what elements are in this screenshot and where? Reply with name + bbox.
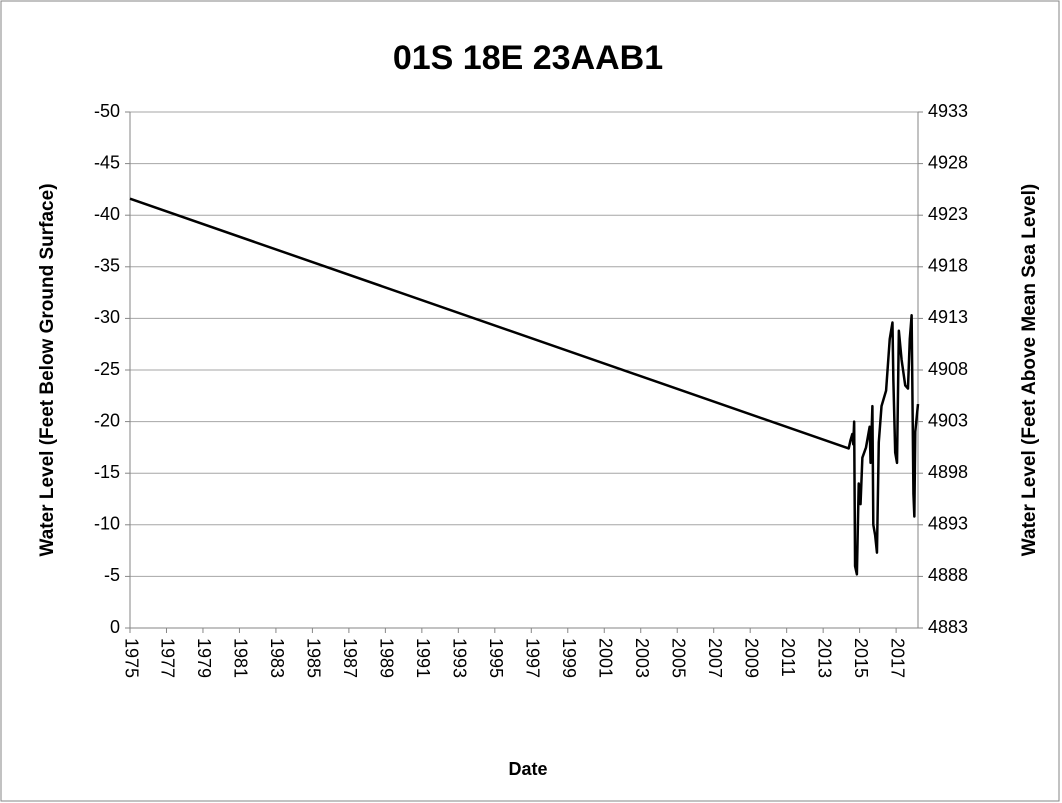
- x-tick-label: 1983: [267, 638, 287, 678]
- y-tick-label: -45: [94, 152, 120, 172]
- y2-tick-label: 4903: [928, 410, 968, 430]
- x-tick-label: 1975: [121, 638, 141, 678]
- y2-tick-label: 4923: [928, 204, 968, 224]
- y-tick-label: 0: [110, 617, 120, 637]
- x-tick-label: 2003: [632, 638, 652, 678]
- y2-tick-label: 4918: [928, 256, 968, 276]
- y2-tick-label: 4888: [928, 565, 968, 585]
- x-tick-label: 2013: [814, 638, 834, 678]
- x-tick-label: 2017: [887, 638, 907, 678]
- x-tick-label: 1977: [158, 638, 178, 678]
- x-tick-label: 2011: [778, 638, 798, 677]
- y2-tick-label: 4933: [928, 101, 968, 121]
- data-line: [129, 197, 920, 576]
- y-tick-label: -50: [94, 101, 120, 121]
- y2-tick-label: 4913: [928, 307, 968, 327]
- x-tick-label: 1991: [413, 638, 433, 678]
- y-tick-label: -35: [94, 256, 120, 276]
- y-tick-label: -5: [104, 565, 120, 585]
- x-tick-label: 1985: [304, 638, 324, 678]
- y-tick-label: -40: [94, 204, 120, 224]
- y2-tick-label: 4898: [928, 462, 968, 482]
- y-tick-label: -30: [94, 307, 120, 327]
- x-tick-label: 1989: [377, 638, 397, 678]
- chart-title: 01S 18E 23AAB1: [393, 39, 663, 77]
- x-tick-label: 1999: [559, 638, 579, 678]
- x-tick-label: 1987: [340, 638, 360, 678]
- x-tick-label: 2009: [741, 638, 761, 678]
- y2-tick-label: 4928: [928, 152, 968, 172]
- x-tick-label: 1979: [194, 638, 214, 678]
- y-axis-label: Water Level (Feet Below Ground Surface): [37, 183, 58, 556]
- x-tick-label: 2005: [668, 638, 688, 678]
- x-tick-label: 1981: [231, 638, 251, 678]
- y-tick-label: -15: [94, 462, 120, 482]
- y-tick-label: -20: [94, 410, 120, 430]
- x-tick-label: 2007: [705, 638, 725, 678]
- x-tick-label: 1995: [486, 638, 506, 678]
- y2-tick-label: 4883: [928, 617, 968, 637]
- x-tick-label: 1997: [523, 638, 543, 678]
- y2-tick-label: 4893: [928, 514, 968, 534]
- x-tick-label: 1993: [450, 638, 470, 678]
- x-tick-label: 2015: [851, 638, 871, 678]
- x-tick-label: 2001: [596, 638, 616, 678]
- y2-tick-label: 4908: [928, 359, 968, 379]
- y-tick-label: -10: [94, 514, 120, 534]
- y2-axis-label: Water Level (Feet Above Mean Sea Level): [1019, 184, 1040, 556]
- x-axis-label: Date: [508, 759, 547, 779]
- y-tick-label: -25: [94, 359, 120, 379]
